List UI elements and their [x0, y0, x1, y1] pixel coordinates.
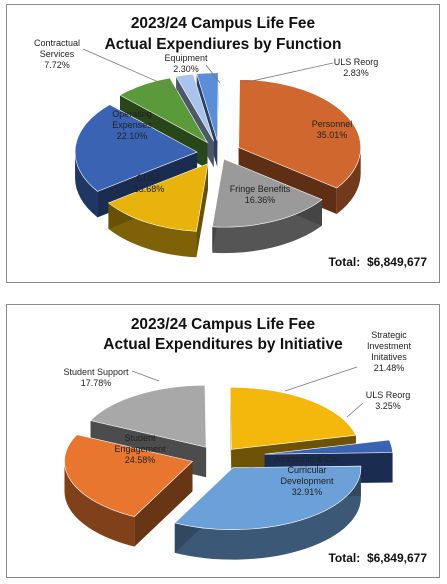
total-value: $6,849,677: [366, 255, 427, 269]
chart-title-line1: 2023/24 Campus Life Fee: [130, 316, 316, 333]
total-line: Total: $6,849,677: [328, 551, 427, 565]
chart-panel-initiative: 2023/24 Campus Life Fee Actual Expenditu…: [6, 304, 440, 578]
total-value: $6,849,677: [366, 551, 427, 565]
data-label-equipment: Equipment 2.30%: [164, 53, 208, 74]
leader-line: [346, 402, 364, 418]
total-line: Total: $6,849,677: [328, 255, 427, 269]
slice-academic-co-curricular-development: [174, 465, 362, 530]
slice-equipment: [175, 73, 215, 142]
slice-gusf: [107, 163, 209, 232]
slice-side-fringe-benefits: [212, 199, 322, 254]
leader-line: [284, 366, 358, 392]
data-label-academic-co-curricular-development: Academic & Co-Curricular Development 32.91…: [274, 454, 339, 497]
leader-line: [242, 62, 334, 84]
leader-line: [131, 370, 160, 382]
slice-student-engagement: [64, 434, 194, 517]
slice-fringe-benefits: [211, 158, 323, 228]
slice-uls-reorg: [196, 72, 219, 141]
data-label-personnel: Personnel 35.01%: [312, 119, 353, 140]
total-label: Total:: [328, 255, 361, 269]
data-label-strategic-investment-initatives: Strategic Investment Initatives 21.48%: [367, 330, 412, 373]
slice-personnel: [238, 79, 361, 189]
pie-chart-initiative: Strategic Investment Initatives 21.48% ULS R…: [63, 330, 412, 560]
pie-slices: [74, 72, 361, 232]
leader-line: [205, 64, 221, 84]
chart-title-line2: Actual Expendiures by Function: [104, 36, 342, 53]
data-label-fringe-benefits: Fringe Benefits 16.36%: [230, 184, 291, 205]
slice-side-academic-co-curricular-development: [174, 467, 361, 560]
chart-title-line1: 2023/24 Campus Life Fee: [130, 15, 316, 32]
chart-title-line2: Actual Expenditures by Initiative: [103, 336, 343, 353]
data-label-uls-reorg: ULS Reorg 3.25%: [366, 390, 411, 411]
data-label-student-support: Student Support 17.78%: [63, 367, 129, 388]
chart-panel-function: 2023/24 Campus Life Fee Actual Expendiur…: [6, 4, 440, 283]
pie-labels: Strategic Investment Initatives 21.48% ULS R…: [63, 330, 411, 497]
slice-operating-expenses: [74, 104, 198, 192]
slice-uls-reorg: [264, 439, 393, 455]
slice-student-support: [89, 384, 207, 448]
slice-contractual-services: [119, 77, 209, 144]
slice-strategic-investment-initatives: [229, 387, 357, 450]
slice-side-personnel: [336, 147, 361, 215]
slice-side-operating-expenses: [75, 152, 98, 218]
pie-labels: ULS Reorg 2.83% Personnel 35.01% Fringe Bene…: [34, 38, 378, 205]
data-label-gusf: GUSF 13.68%: [134, 173, 165, 194]
pie-chart-function: ULS Reorg 2.83% Personnel 35.01% Fringe Bene…: [34, 38, 378, 258]
pie-slices: [64, 384, 393, 530]
leader-line: [82, 48, 180, 92]
data-label-operating-expenses: Operating Expenses 22.10%: [112, 109, 152, 141]
total-label: Total:: [328, 551, 361, 565]
data-label-student-engagement: Student Engagement 24.58%: [114, 433, 166, 465]
data-label-uls-reorg: ULS Reorg 2.83%: [334, 57, 379, 78]
data-label-contractual-services: Contractual Services 7.72%: [34, 38, 80, 70]
